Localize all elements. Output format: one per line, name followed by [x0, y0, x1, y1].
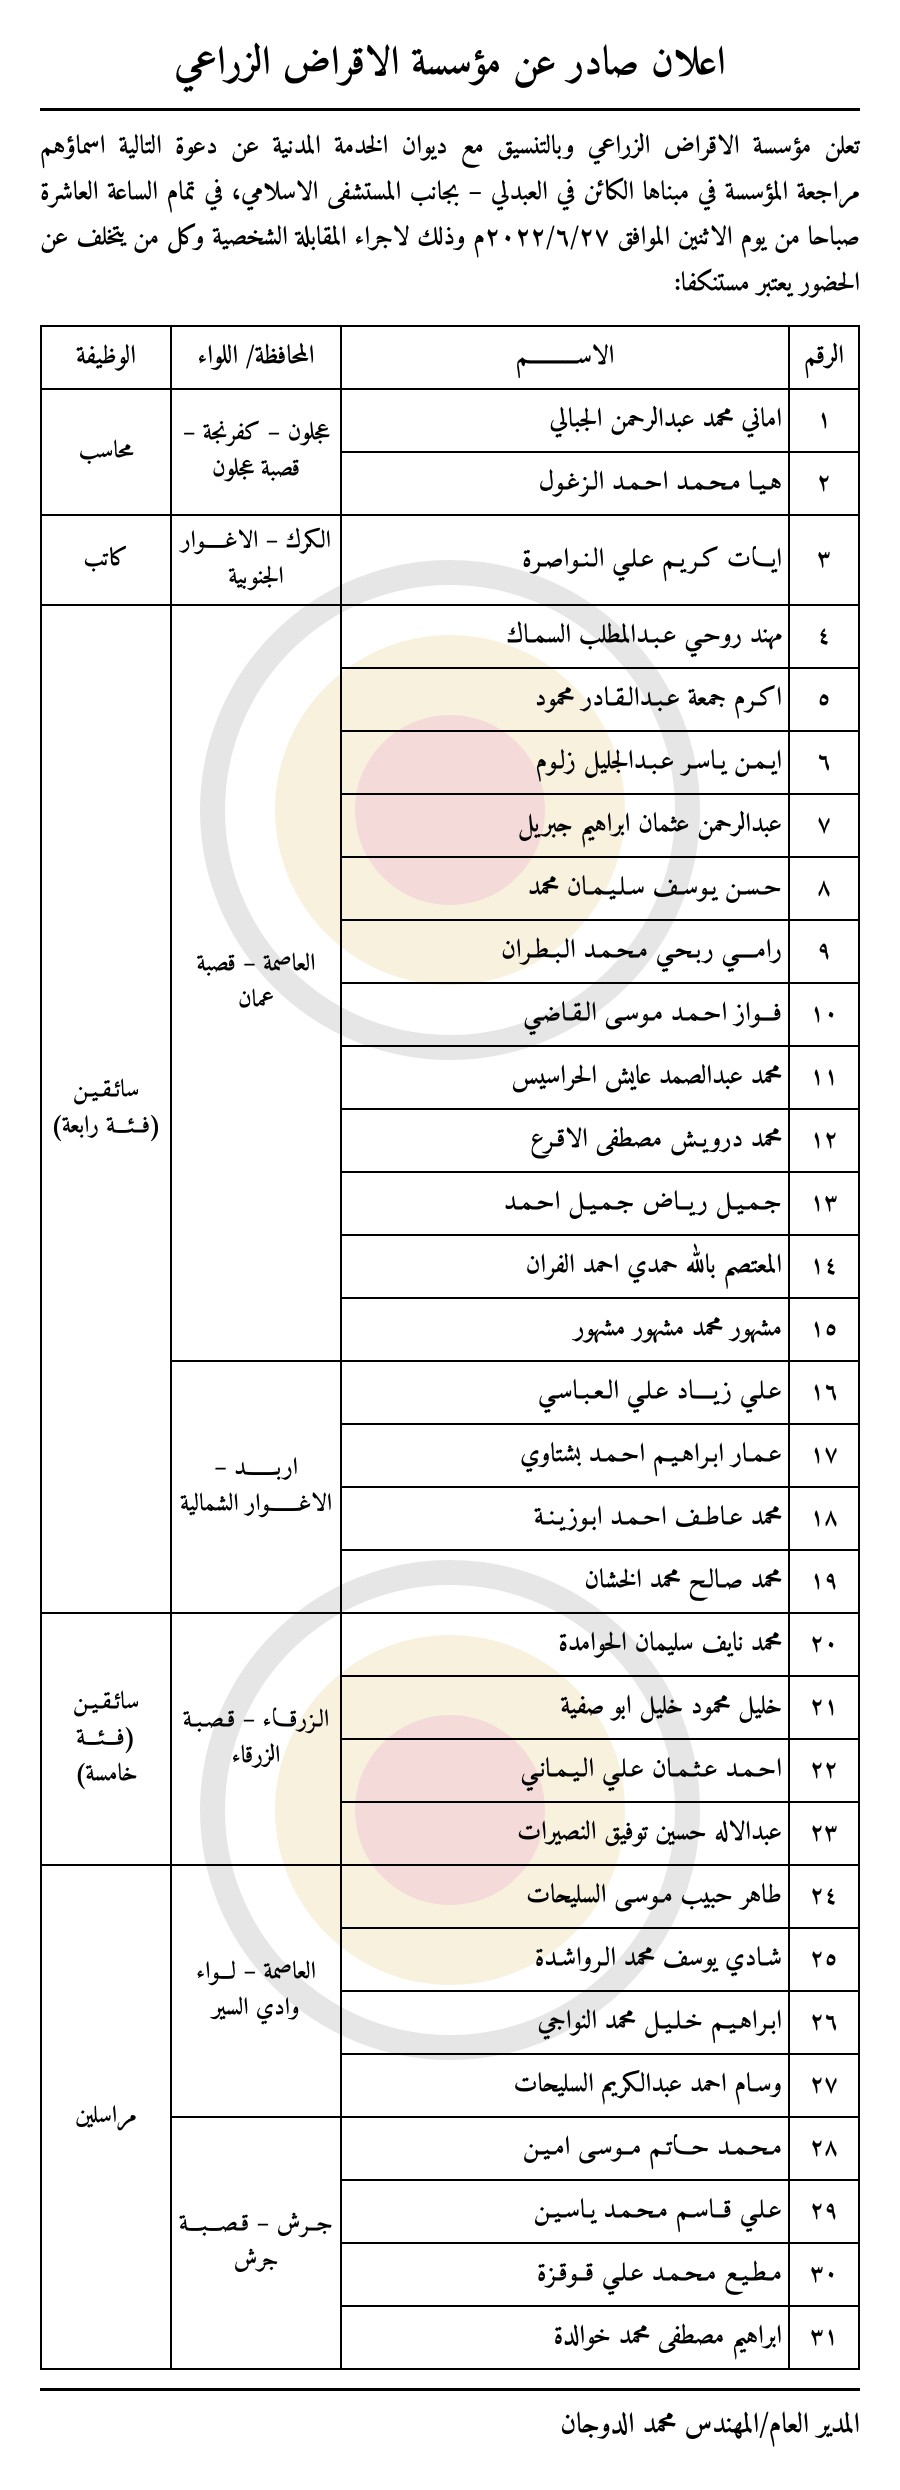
cell-num: ٧ [789, 794, 859, 857]
cell-governorate: اربـــــــد – الاغـــــــوار الشمالية [171, 1361, 341, 1613]
cell-job: كاتب [41, 515, 171, 605]
col-header-num: الرقم [789, 326, 859, 389]
cell-name: وسـام احمد عبدالكريم السليحات [341, 2054, 789, 2117]
cell-num: ٩ [789, 920, 859, 983]
cell-name: مهند روحـي عـبـدالمطلب السمـاك [341, 605, 789, 668]
cell-name: احـمـد عـثـمـان عـلـي الـيـمـانـي [341, 1739, 789, 1802]
cell-name: عـلـي زيــــاد عـلـي الـعـبـاسـي [341, 1361, 789, 1424]
cell-num: ١٢ [789, 1109, 859, 1172]
cell-num: ٢٥ [789, 1928, 859, 1991]
table-body: ١اماني محمد عبدالرحمن الجباليعجلون – كفر… [41, 389, 859, 2369]
table-row: ٤مهند روحـي عـبـدالمطلب السمـاكالعاصمة –… [41, 605, 859, 668]
cell-name: هـيـا مـحـمـد احـمـد الـزغـول [341, 452, 789, 515]
table-row: ٢٤طاهر حبيب مـوسـى السليحاتالعاصمة – لــ… [41, 1865, 859, 1928]
cell-name: مشهور محمد مشهور مشهور [341, 1298, 789, 1361]
cell-name: محمد درويـش مصطفى الاقـرع [341, 1109, 789, 1172]
cell-name: ابـراهـيـم خـلـيـل محمد النواجي [341, 1991, 789, 2054]
cell-name: محمد نايف سليمان الحوامدة [341, 1613, 789, 1676]
cell-name: ايـــات كـريـم عـلـي الـنـواصـرة [341, 515, 789, 605]
cell-num: ١٨ [789, 1487, 859, 1550]
cell-num: ٣٠ [789, 2243, 859, 2306]
cell-job: سائـقـيـن (فـــئـــة خامسة) [41, 1613, 171, 1865]
cell-num: ٨ [789, 857, 859, 920]
cell-num: ٢٣ [789, 1802, 859, 1865]
cell-name: حـسـن يـوسـف سـلـيـمـان محمد [341, 857, 789, 920]
cell-name: خليل محمود خليل ابو صفية [341, 1676, 789, 1739]
cell-num: ٢٢ [789, 1739, 859, 1802]
col-header-gov: المحافظة/ اللواء [171, 326, 341, 389]
cell-name: عـلـي قــاسـم مـحـمـد يـاسـيـن [341, 2180, 789, 2243]
candidates-table: الرقم الاســــــــــم المحافظة/ اللواء ا… [40, 325, 860, 2370]
cell-num: ٢٧ [789, 2054, 859, 2117]
table-row: ٢٠محمد نايف سليمان الحوامدةالـزرقـــاء –… [41, 1613, 859, 1676]
cell-num: ٢٠ [789, 1613, 859, 1676]
cell-name: عبدالرحمن عثمان ابراهيم جبريل [341, 794, 789, 857]
title-rule [40, 108, 860, 111]
cell-name: اماني محمد عبدالرحمن الجبالي [341, 389, 789, 452]
cell-name: طاهر حبيب مـوسـى السليحات [341, 1865, 789, 1928]
cell-num: ٦ [789, 731, 859, 794]
cell-job: مراسلين [41, 1865, 171, 2369]
cell-name: المعتصم بالله حمدي احمد الفران [341, 1235, 789, 1298]
cell-name: عـمـار ابـراهـيـم احـمـد بشتاوي [341, 1424, 789, 1487]
cell-name: محمد عبدالصمد عايش الحراسيس [341, 1046, 789, 1109]
cell-job: سائـقـيـن (فــئـــة رابعة) [41, 605, 171, 1613]
cell-num: ٢٦ [789, 1991, 859, 2054]
cell-num: ٣١ [789, 2306, 859, 2369]
table-row: ٣ايـــات كـريـم عـلـي الـنـواصـرةالكرك –… [41, 515, 859, 605]
announcement-title: اعلان صادر عن مؤسسة الاقراض الزراعي [40, 30, 860, 100]
cell-name: عبدالاله حسين توفيق النصيرات [341, 1802, 789, 1865]
cell-num: ١٤ [789, 1235, 859, 1298]
cell-name: جـمـيـل ريــاض جـمـيـل احـمـد [341, 1172, 789, 1235]
cell-num: ٢١ [789, 1676, 859, 1739]
cell-num: ١٦ [789, 1361, 859, 1424]
cell-num: ٢٨ [789, 2117, 859, 2180]
signature-line: المدير العام/المهندس محمد الدوجان [40, 2401, 860, 2450]
cell-num: ١ [789, 389, 859, 452]
cell-name: مـحـمـد حـــاتـم مــوسـى امـيـن [341, 2117, 789, 2180]
cell-name: ابراهيم مصطفى محمد خوالدة [341, 2306, 789, 2369]
cell-name: ايـمـن يـاسـر عـبـدالجليل زلـوم [341, 731, 789, 794]
cell-name: مـطـيـع مـحـمـد عـلـي قــوقـزة [341, 2243, 789, 2306]
cell-num: ١٩ [789, 1550, 859, 1613]
cell-num: ٢ [789, 452, 859, 515]
cell-num: ٢٤ [789, 1865, 859, 1928]
cell-name: رامــــي ربـحـي مـحـمـد الـبـطـران [341, 920, 789, 983]
cell-governorate: عجلون – كفرنجة – قصبة عجلون [171, 389, 341, 515]
cell-governorate: الكرك – الاغـــــوار الجنوبية [171, 515, 341, 605]
col-header-job: الوظيفة [41, 326, 171, 389]
cell-job: محاسب [41, 389, 171, 515]
cell-governorate: جــرش – قـصـــبـــة جرش [171, 2117, 341, 2369]
table-header-row: الرقم الاســــــــــم المحافظة/ اللواء ا… [41, 326, 859, 389]
cell-num: ١١ [789, 1046, 859, 1109]
cell-governorate: العاصمة – لـــواء وادي السير [171, 1865, 341, 2117]
cell-num: ١٣ [789, 1172, 859, 1235]
cell-governorate: العاصمة – قصبة عمان [171, 605, 341, 1361]
table-row: ١اماني محمد عبدالرحمن الجباليعجلون – كفر… [41, 389, 859, 452]
cell-name: شـادي يوسف محمد الـرواشـدة [341, 1928, 789, 1991]
cell-name: فـــواز احـمـد مـوسـى الـقـاضـي [341, 983, 789, 1046]
cell-num: ١٠ [789, 983, 859, 1046]
cell-num: ١٧ [789, 1424, 859, 1487]
cell-num: ٢٩ [789, 2180, 859, 2243]
cell-num: ٣ [789, 515, 859, 605]
cell-num: ١٥ [789, 1298, 859, 1361]
announcement-intro: تعلن مؤسسة الاقراض الزراعي وبالتنسيق مع … [40, 125, 860, 307]
cell-num: ٥ [789, 668, 859, 731]
footer-rule [40, 2388, 860, 2391]
cell-num: ٤ [789, 605, 859, 668]
cell-name: اكـرم جمعة عـبـدالـقـادر محمود [341, 668, 789, 731]
cell-governorate: الـزرقـــاء – قـصـبـة الزرقاء [171, 1613, 341, 1865]
cell-name: محمد عـاطـف احـمـد ابـوزيـنـة [341, 1487, 789, 1550]
col-header-name: الاســــــــــم [341, 326, 789, 389]
cell-name: محمد صـالـح محمد الخشان [341, 1550, 789, 1613]
